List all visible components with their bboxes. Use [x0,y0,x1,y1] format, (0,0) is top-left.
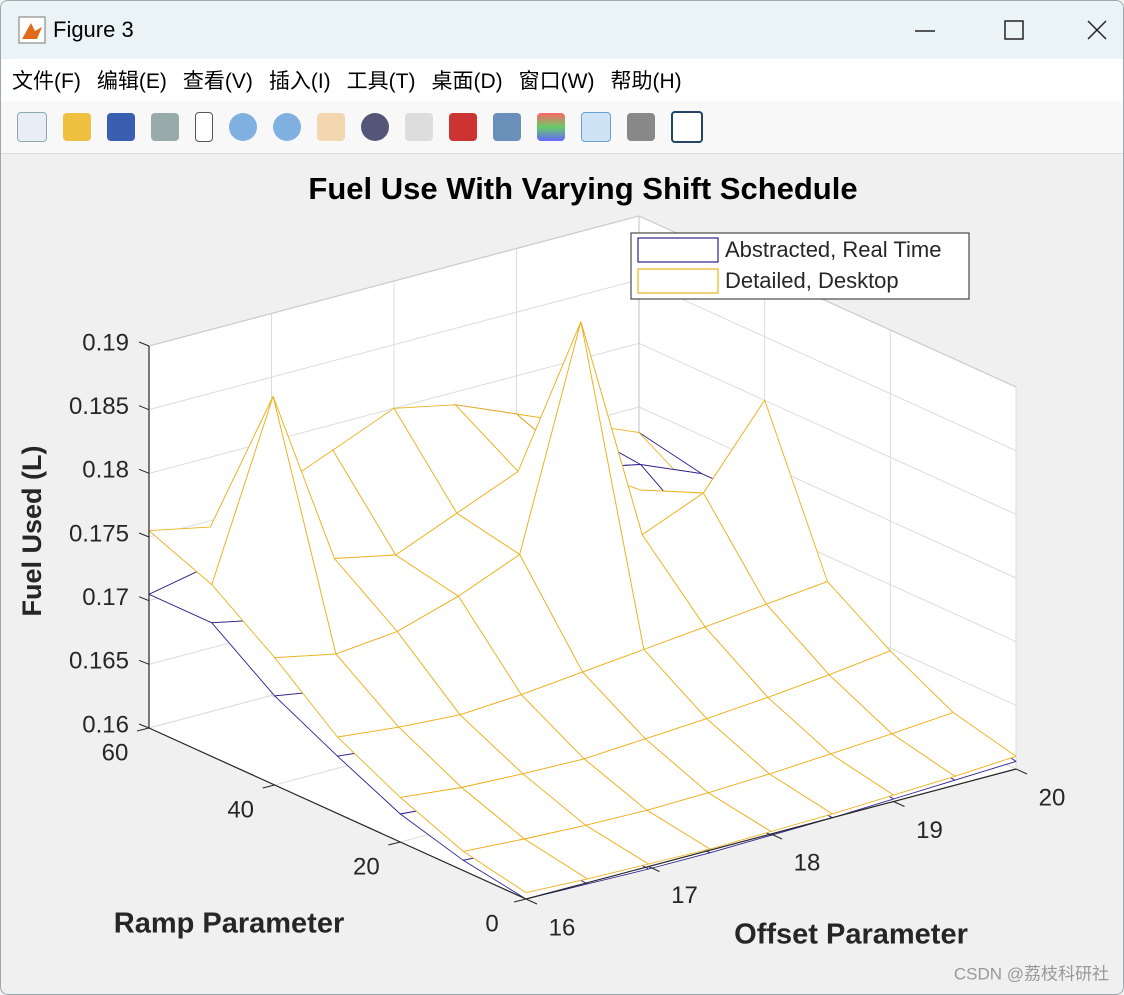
y-tick [513,898,527,903]
title-bar: Figure 3 [1,1,1123,59]
z-axis-label: Fuel Used (L) [17,445,47,616]
z-tick-label: 0.175 [69,520,129,547]
tool-print[interactable] [151,113,179,141]
z-tick [138,341,150,347]
tool-zoom-in[interactable] [229,113,257,141]
z-tick [138,723,150,729]
z-tick-label: 0.185 [69,393,129,420]
z-tick [138,532,150,538]
y-axis-label: Ramp Parameter [114,908,345,940]
y-tick-label: 40 [227,796,254,823]
tool-zoom-out[interactable] [273,113,301,141]
tool-pointer[interactable] [195,112,213,142]
y-tick [388,841,401,846]
window-title: Figure 3 [53,17,134,42]
tool-pan[interactable] [317,113,345,141]
x-tick [770,833,783,840]
grid-line [638,342,1017,515]
tool-open[interactable] [63,113,91,141]
x-tick-label: 16 [549,914,576,941]
legend-box [630,232,970,300]
z-tick [138,596,150,602]
x-tick [648,866,660,872]
legend-label: Detailed, Desktop [725,268,899,293]
tool-legend[interactable] [581,112,611,142]
tool-datatip[interactable] [405,113,433,141]
tool-save[interactable] [107,113,135,141]
x-tick-label: 19 [916,817,943,844]
x-tick-label: 17 [671,882,698,909]
menu-item[interactable]: 工具(T) [346,70,416,93]
watermark: CSDN @荔枝科研社 [954,964,1109,983]
app-icon [18,16,46,44]
grid-line [148,279,640,411]
mesh-cell [462,838,588,894]
toolbar [1,101,1123,154]
menu-item[interactable]: 桌面(D) [431,70,503,93]
menu-item[interactable]: 插入(I) [268,70,331,93]
menu-item[interactable]: 文件(F) [12,70,81,93]
y-tick [136,727,150,732]
menu-bar: 文件(F) 编辑(E) 查看(V) 插入(I) 工具(T) 桌面(D) 窗口(W) 帮助(H) [1,59,1123,101]
x-tick-label: 20 [1039,784,1066,811]
y-tick-label: 20 [353,853,380,880]
x-tick-label: 18 [794,849,821,876]
tool-link[interactable] [493,113,521,141]
legend-swatch [637,237,719,263]
z-tick-label: 0.18 [82,457,129,484]
menu-item[interactable]: 帮助(H) [610,70,682,93]
z-tick-label: 0.19 [82,329,129,356]
window-controls[interactable] [863,1,1123,59]
tool-brush[interactable] [449,113,477,141]
x-axis-label: Offset Parameter [734,919,968,951]
chart-title: Fuel Use With Varying Shift Schedule [308,171,857,206]
z-tick-label: 0.165 [69,648,129,675]
tool-rotate[interactable] [361,113,389,141]
z-tick-label: 0.17 [82,584,129,611]
y-tick-label: 0 [485,910,498,937]
tool-show[interactable] [671,111,703,143]
x-tick [893,801,905,807]
z-tick [138,659,150,665]
chart: Fuel Use With Varying Shift Schedule Fue… [17,171,1109,983]
legend-label: Abstracted, Real Time [725,237,941,262]
menu-item[interactable]: 窗口(W) [518,70,595,93]
axis-line [148,727,527,900]
axis-line [148,215,640,347]
tool-hide[interactable] [627,113,655,141]
z-tick-label: 0.16 [82,711,129,738]
tool-colorbar[interactable] [537,113,565,141]
z-tick [138,468,150,474]
y-tick [262,784,275,789]
grid-line [638,406,1017,579]
z-tick [138,405,150,411]
x-tick [1015,768,1028,775]
menu-item[interactable]: 查看(V) [182,70,253,93]
tool-new[interactable] [17,112,47,142]
menu-item[interactable]: 编辑(E) [96,70,167,93]
legend-swatch [637,268,719,294]
grid-line [638,279,1017,452]
x-tick [525,898,538,905]
y-tick-label: 60 [102,739,129,766]
